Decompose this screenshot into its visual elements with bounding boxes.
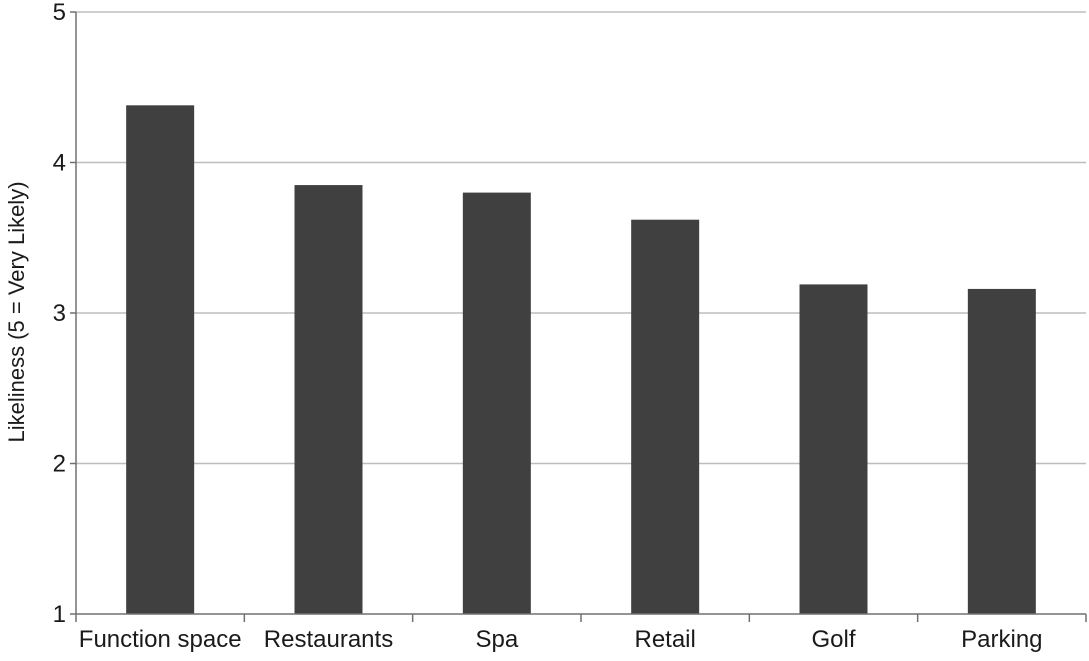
bar-parking [967,288,1036,614]
x-category-label: Spa [475,626,518,653]
y-tick-label: 3 [53,300,66,327]
x-category-label: Parking [961,626,1042,653]
bar-spa [462,192,531,614]
x-category-label: Golf [811,626,855,653]
y-tick-label: 1 [53,601,66,628]
y-tick-label: 2 [53,451,66,478]
bar-restaurants [294,185,363,614]
bar-function-space [126,105,195,614]
axes [70,11,1087,622]
x-category-label: Retail [634,626,695,653]
y-tick-label: 4 [53,150,66,177]
y-tick-label: 5 [53,0,66,26]
gridlines [76,11,1086,465]
x-category-labels: Function space Restaurants Spa Retail Golf Pa… [79,626,1043,653]
y-axis-title: Likeliness (5 = Very Likely) [4,181,29,442]
bars [126,105,1036,614]
x-category-label: Restaurants [264,626,393,653]
bar-retail [631,219,700,614]
x-category-label: Function space [79,626,242,653]
y-tick-labels: 1 2 3 4 5 [53,0,66,628]
bar-golf [799,284,868,614]
